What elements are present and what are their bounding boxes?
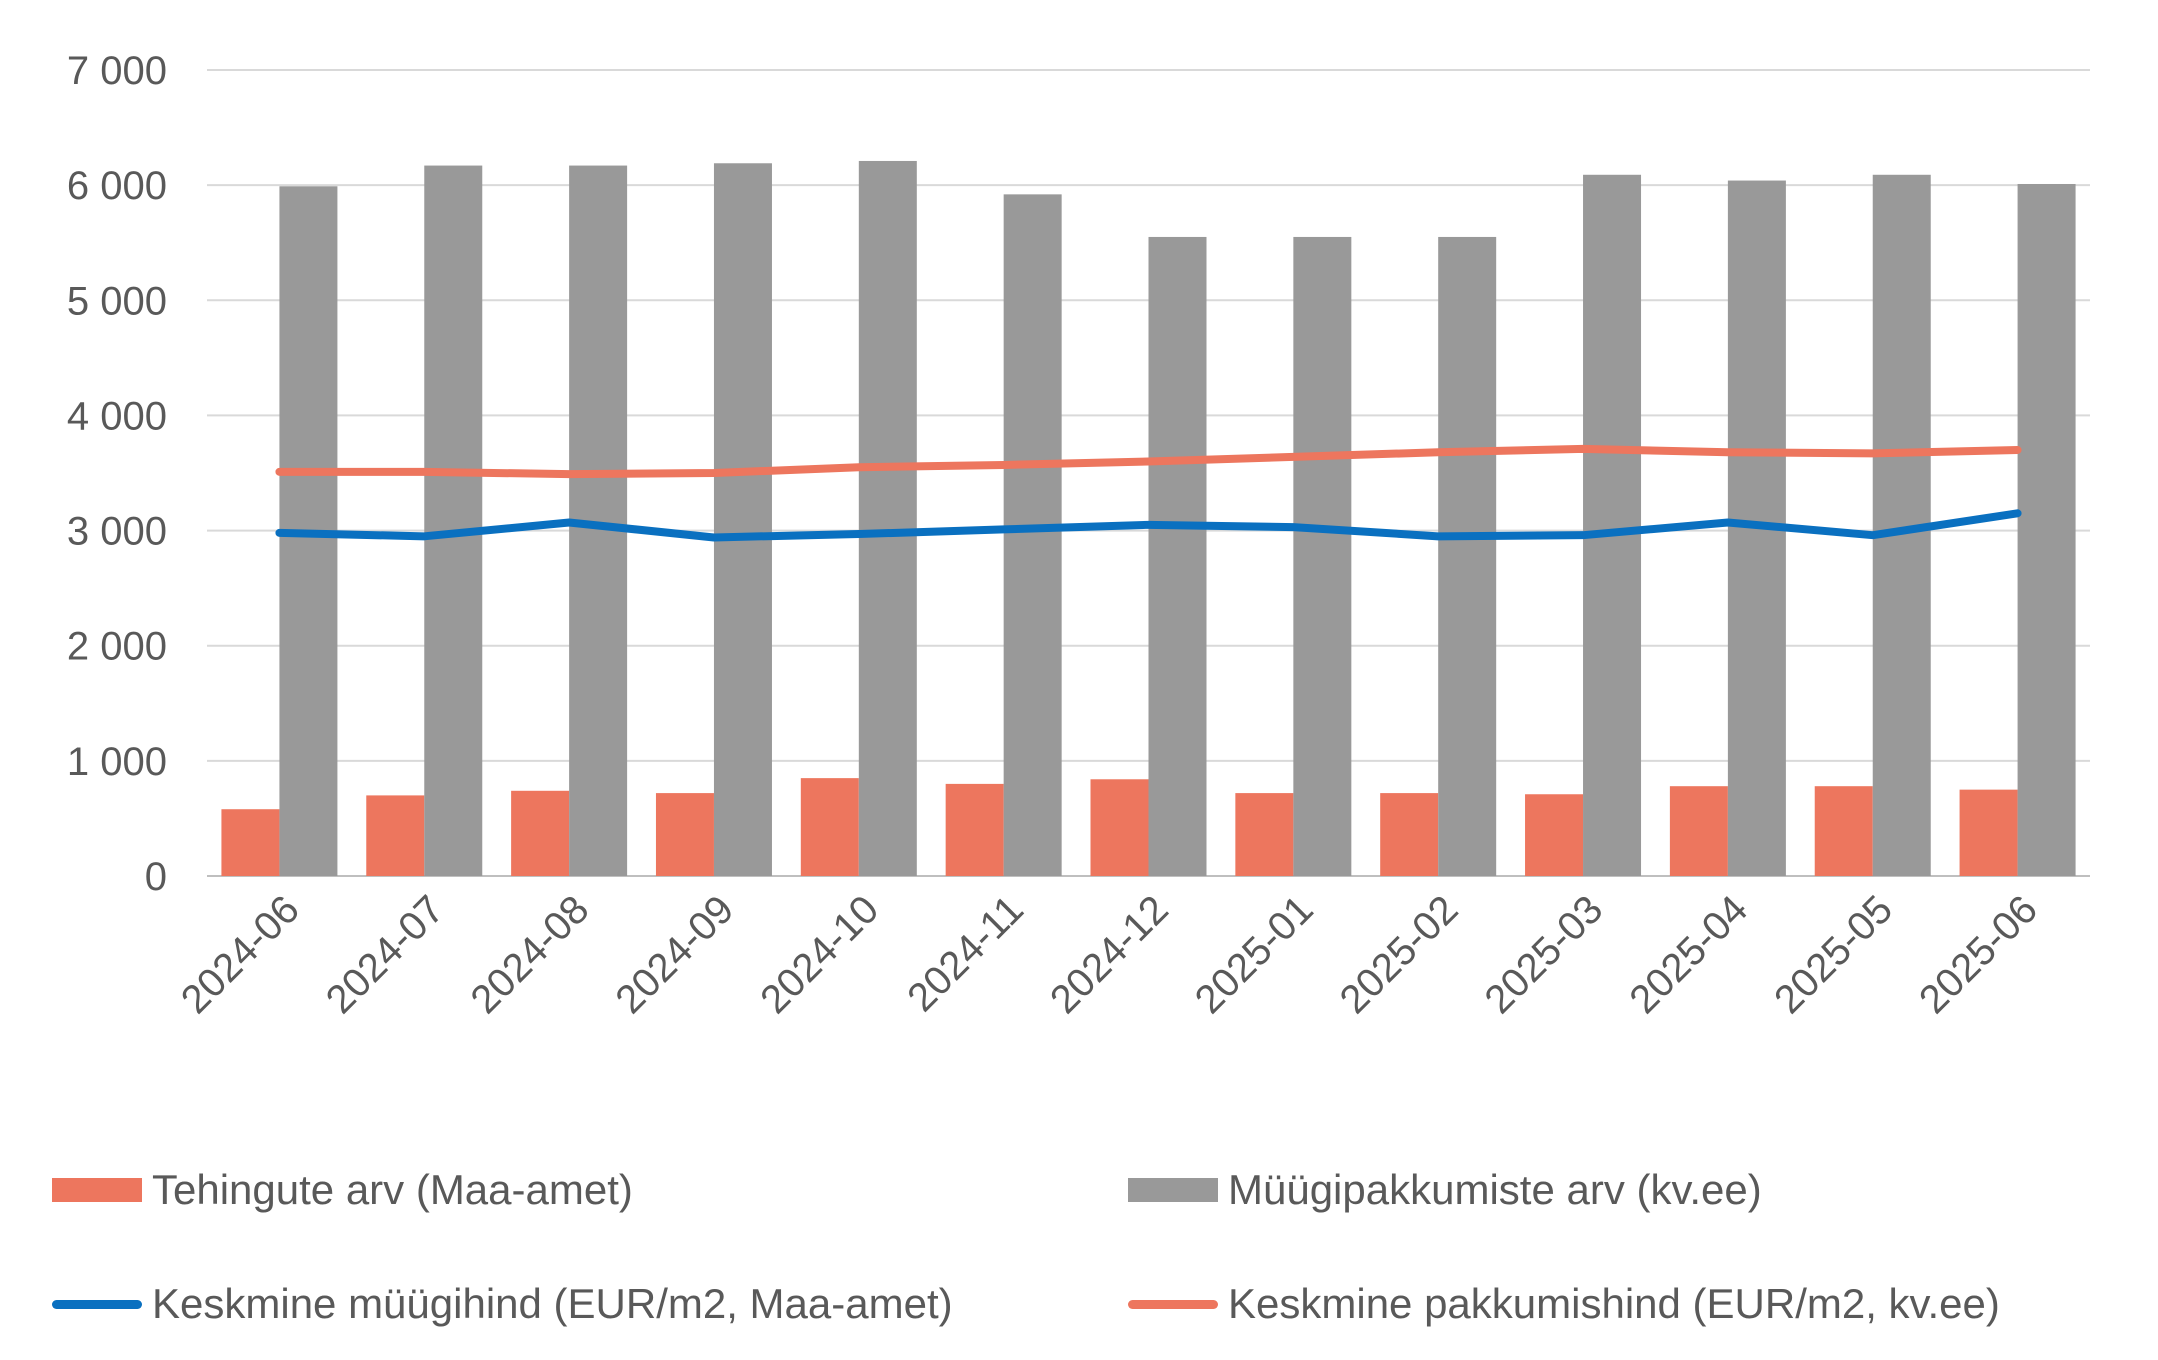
y-tick-label: 4 000 [67,394,167,438]
y-tick-label: 1 000 [67,740,167,784]
line-keskmine-pakkumishind [275,444,2022,479]
x-tick-label: 2025-04 [1621,887,1756,1022]
bar-tehingute-arv [1959,789,2018,876]
bar-tehingute-arv [511,790,570,876]
bar-tehingute-arv [655,793,714,876]
bar-tehingute-arv [800,778,859,876]
line-keskmine-myygihind [275,509,2022,542]
bar-tehingute-arv [221,809,280,876]
x-tick-label: 2024-07 [318,887,453,1022]
y-tick-label: 2 000 [67,625,167,669]
bar-tehingute-arv [366,795,425,876]
x-tick-label: 2025-01 [1187,887,1322,1022]
x-tick-label: 2025-03 [1476,887,1611,1022]
x-tick-label: 2025-02 [1332,887,1467,1022]
bar-myygipakkumiste-arv [1293,236,1352,876]
bar-myygipakkumiste-arv [858,160,917,876]
y-tick-label: 0 [145,855,167,899]
bar-myygipakkumiste-arv [1003,194,1062,877]
y-tick-label: 5 000 [67,279,167,323]
bar-tehingute-arv [1669,786,1728,876]
bar-myygipakkumiste-arv [713,163,772,876]
x-tick-label: 2024-06 [173,887,308,1022]
bar-myygipakkumiste-arv [1148,236,1207,876]
x-tick-label: 2024-11 [899,887,1032,1020]
x-tick-label: 2024-10 [752,887,887,1022]
bar-myygipakkumiste-arv [1438,236,1497,876]
x-tick-label: 2025-05 [1766,887,1901,1022]
y-tick-label: 6 000 [67,164,167,208]
x-tick-label: 2024-09 [607,887,742,1022]
y-tick-label: 7 000 [67,49,167,93]
x-tick-label: 2025-06 [1911,887,2046,1022]
bar-tehingute-arv [1380,793,1439,876]
bar-myygipakkumiste-arv [424,165,483,876]
bar-tehingute-arv [945,783,1004,876]
bar-tehingute-arv [1525,794,1584,876]
bar-tehingute-arv [1090,779,1149,876]
bar-tehingute-arv [1814,786,1873,876]
bar-myygipakkumiste-arv [1583,174,1642,876]
bar-tehingute-arv [1235,793,1294,876]
bar-myygipakkumiste-arv [2017,183,2076,876]
y-tick-label: 3 000 [67,510,167,554]
x-tick-label: 2024-12 [1042,887,1177,1022]
x-tick-label: 2024-08 [463,887,598,1022]
